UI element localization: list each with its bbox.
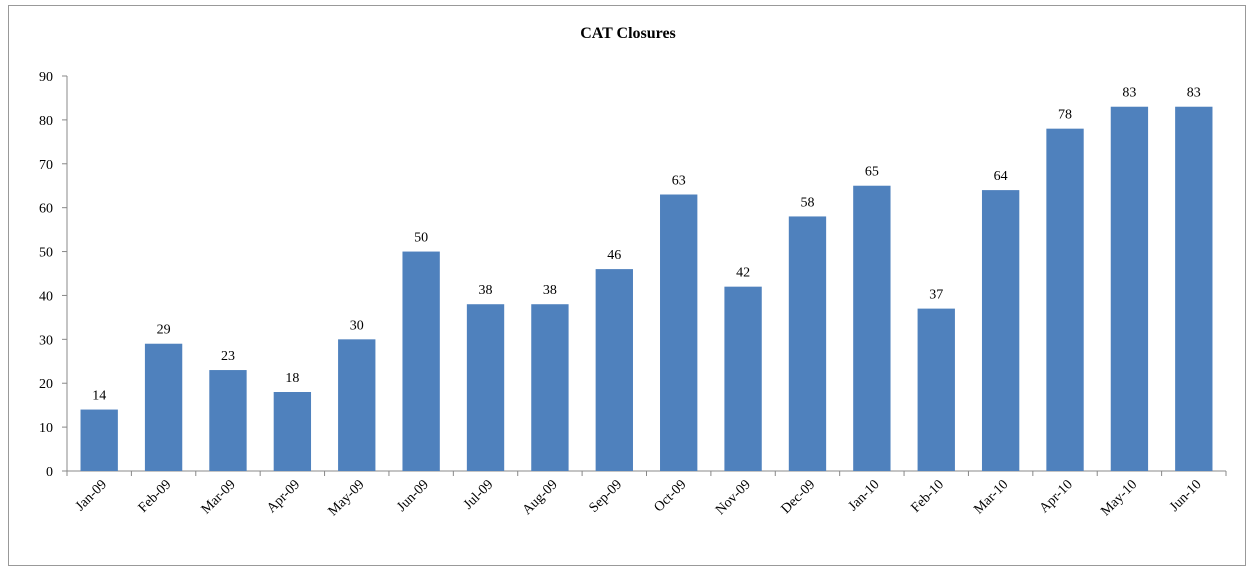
bar bbox=[981, 190, 1020, 471]
data-label: 30 bbox=[350, 318, 364, 333]
data-label: 50 bbox=[414, 231, 428, 246]
y-tick-label: 50 bbox=[39, 246, 53, 261]
data-label: 83 bbox=[1122, 86, 1136, 101]
chart-title: CAT Closures bbox=[580, 25, 676, 42]
bar bbox=[660, 194, 698, 471]
data-label: 14 bbox=[92, 389, 106, 404]
data-label: 78 bbox=[1058, 108, 1072, 123]
bar bbox=[853, 185, 891, 471]
y-tick-label: 20 bbox=[39, 377, 53, 392]
bar bbox=[338, 339, 376, 471]
bar bbox=[1175, 106, 1213, 471]
data-label: 38 bbox=[479, 283, 493, 298]
y-tick-label: 90 bbox=[39, 70, 53, 85]
data-label: 46 bbox=[607, 248, 621, 263]
bar bbox=[531, 304, 569, 471]
data-label: 83 bbox=[1187, 86, 1201, 101]
data-label: 63 bbox=[672, 174, 686, 189]
bar bbox=[917, 308, 955, 471]
data-label: 18 bbox=[285, 371, 299, 386]
bar bbox=[1046, 128, 1084, 471]
y-tick-label: 40 bbox=[39, 289, 53, 304]
bar bbox=[1110, 106, 1149, 471]
bar bbox=[209, 370, 247, 471]
data-label: 42 bbox=[736, 266, 750, 281]
data-label: 65 bbox=[865, 165, 879, 180]
bar bbox=[80, 409, 118, 471]
data-label: 23 bbox=[221, 349, 235, 364]
data-label: 29 bbox=[157, 323, 171, 338]
y-tick-label: 60 bbox=[39, 202, 53, 217]
bar bbox=[273, 392, 312, 471]
y-tick-label: 70 bbox=[39, 158, 53, 173]
bar bbox=[724, 286, 762, 471]
y-tick-label: 10 bbox=[39, 421, 53, 436]
data-label: 58 bbox=[800, 195, 814, 210]
data-label: 38 bbox=[543, 283, 557, 298]
bar bbox=[595, 269, 633, 471]
bar bbox=[788, 216, 827, 471]
y-tick-label: 80 bbox=[39, 114, 53, 129]
bar bbox=[144, 343, 183, 471]
y-tick-label: 0 bbox=[46, 465, 53, 480]
bar bbox=[402, 251, 440, 471]
data-label: 64 bbox=[994, 169, 1008, 184]
y-tick-label: 30 bbox=[39, 333, 53, 348]
bar bbox=[466, 304, 505, 471]
data-label: 37 bbox=[929, 288, 943, 303]
